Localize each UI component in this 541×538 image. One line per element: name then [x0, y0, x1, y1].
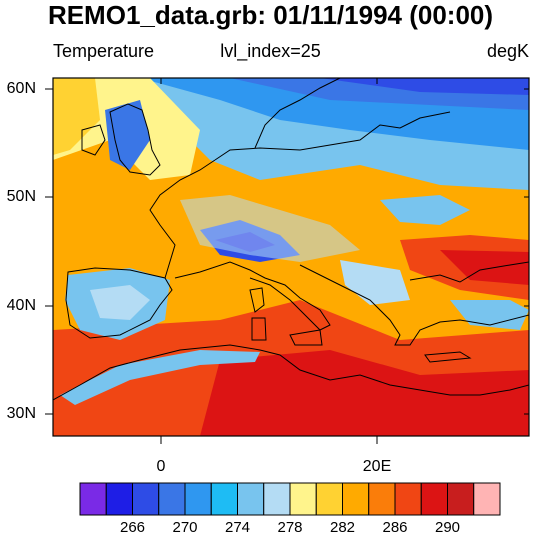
colorbar-swatch — [132, 482, 160, 516]
scandinavia-coastline — [254, 78, 341, 149]
colorbar-swatch — [105, 482, 133, 516]
colorbar-swatch — [447, 482, 475, 516]
colorbar-tick-label: 266 — [119, 519, 146, 536]
colorbar-tick-label: 274 — [224, 519, 251, 536]
colorbar-tick-label: 282 — [329, 519, 356, 536]
france-coastline — [149, 159, 216, 279]
alps-surround — [180, 195, 360, 262]
colorbar-swatch — [237, 482, 265, 516]
lon-label-0: 0 — [156, 458, 166, 475]
mild-zone-west — [53, 78, 100, 155]
north-sea-baltic-coastline — [214, 111, 451, 161]
britain-cold-zone — [105, 100, 150, 170]
iberia-coastline — [65, 267, 173, 339]
balkan-coastline — [299, 264, 529, 346]
colorbar-swatch — [79, 482, 107, 516]
anatolia-cool-zone — [450, 300, 529, 330]
north-africa-coastline — [53, 344, 529, 401]
colorbar-tick-label: 286 — [382, 519, 408, 536]
colorbar-swatch — [420, 482, 448, 516]
colorbar-swatch — [315, 482, 343, 516]
colorbar-swatch — [263, 482, 291, 516]
level-index-label: lvl_index=25 — [220, 41, 321, 61]
hot-zone-east — [440, 250, 529, 285]
coastlines — [53, 78, 529, 401]
plot-title: REMO1_data.grb: 01/11/1994 (00:00) — [47, 0, 494, 30]
colorbar-swatch — [210, 482, 238, 516]
lat-label-60n: 60N — [6, 80, 36, 97]
lon-label-20e: 20E — [362, 458, 392, 475]
temperature-field — [53, 78, 529, 436]
axis-ticks — [45, 78, 529, 444]
colorbar-swatch — [394, 482, 422, 516]
hot-zone-south — [200, 350, 529, 436]
lat-label-30n: 30N — [6, 405, 36, 422]
colorbar-swatch — [368, 482, 396, 516]
map-frame — [52, 77, 530, 437]
colorbar-swatch — [158, 482, 186, 516]
carpathian-cool-zone — [380, 195, 470, 225]
colorbar-swatch — [473, 482, 501, 516]
great-britain-coastline — [109, 103, 161, 176]
colorbar-swatch — [342, 482, 370, 516]
sicily-coastline — [289, 329, 323, 346]
colorbar-swatch — [289, 482, 317, 516]
sardinia-coastline — [251, 317, 267, 341]
corsica-coastline — [249, 287, 265, 313]
units-label: degK — [486, 41, 529, 61]
colorbar-tick-label: 290 — [434, 519, 461, 536]
atlas-cool-band — [60, 350, 260, 405]
crete-coastline — [424, 351, 472, 363]
lat-label-50n: 50N — [6, 188, 36, 205]
black-sea-coastline — [409, 261, 529, 283]
iberia-mild-zone — [90, 285, 150, 320]
italy-coastline — [174, 261, 331, 331]
coldest-zone-north — [320, 78, 529, 95]
colorbar-tick-label: 270 — [172, 519, 198, 536]
ireland-coastline — [81, 124, 106, 156]
colorbar — [79, 482, 501, 516]
colorbar-swatch — [184, 482, 212, 516]
colorbar-tick-label: 278 — [277, 519, 303, 536]
lat-label-40n: 40N — [6, 297, 36, 314]
variable-name-label: Temperature — [53, 41, 155, 61]
